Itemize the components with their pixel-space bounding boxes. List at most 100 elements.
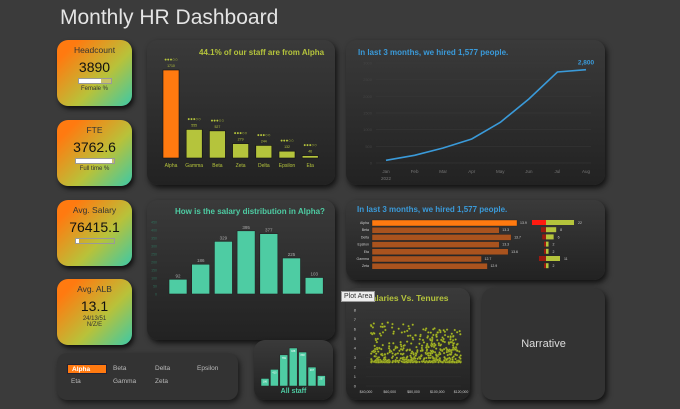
scatter-point	[392, 330, 395, 333]
tenure-bar	[371, 234, 512, 241]
chart-title: Salaries Vs. Tenures	[366, 293, 449, 303]
category-label: Alpha	[360, 221, 369, 225]
scatter-point	[403, 361, 406, 364]
x-tick: Jul	[555, 169, 561, 174]
chart-title: In last 3 months, we hired 1,577 people.	[357, 205, 508, 214]
x-tick: $40,000	[360, 390, 373, 394]
scatter-point	[392, 342, 395, 345]
x-tick: Aug	[582, 169, 591, 174]
scatter-point	[444, 361, 448, 364]
salary-bar	[74, 238, 115, 244]
scatter-point	[388, 361, 391, 364]
scatter-point	[421, 338, 425, 342]
y-tick: 50	[153, 285, 157, 289]
x-tick: Feb	[411, 169, 419, 174]
scatter-point	[395, 356, 399, 360]
slicer-item-alpha[interactable]: Alpha	[67, 364, 107, 374]
scatter-point	[391, 355, 395, 358]
scatter-point	[449, 349, 453, 352]
scatter-point	[388, 345, 391, 348]
scatter-point	[378, 346, 381, 350]
bar-value: 244	[261, 139, 267, 143]
scatter-point	[455, 343, 459, 346]
slicer-item-gamma[interactable]: Gamma	[113, 378, 137, 385]
scatter-point	[449, 338, 452, 341]
tenure-bar	[371, 241, 500, 248]
scatter-point	[380, 353, 383, 356]
scatter-point	[391, 352, 394, 355]
bar-value: 377	[265, 228, 273, 233]
category-label: Zeta	[362, 264, 369, 268]
slicer-item-beta[interactable]: Beta	[113, 365, 127, 372]
category-label: Eta	[364, 250, 369, 254]
slicer-item-zeta[interactable]: Zeta	[155, 378, 169, 385]
scatter-point	[381, 343, 384, 347]
card-value: 76415.1	[69, 219, 120, 235]
scatter-point	[374, 359, 377, 362]
scatter-point	[427, 331, 430, 334]
bar-value: 938	[291, 350, 296, 353]
salary-bar	[236, 230, 256, 295]
bar-value: 527	[214, 125, 220, 129]
card-sub2: N/Z/E	[86, 322, 103, 328]
rating-icon: ●●●○○	[257, 132, 271, 137]
scatter-point	[447, 349, 450, 352]
bar-value: 92	[175, 273, 181, 278]
side-bar-pos	[546, 248, 549, 254]
y-tick: 2000	[363, 94, 373, 99]
salary-dist-panel: How is the salary distribution in Alpha?…	[147, 200, 335, 340]
side-bar-neg	[544, 263, 546, 269]
scatter-point	[418, 338, 421, 341]
scatter-point	[415, 345, 418, 349]
tenure-bar	[371, 219, 518, 227]
scatter-point	[426, 352, 429, 355]
bar-value: 1710	[167, 64, 175, 68]
scatter-point	[455, 361, 458, 364]
tenure-panel: In last 3 months, we hired 1,577 people.…	[346, 200, 605, 280]
scatter-point	[375, 340, 379, 344]
bar-value: 769	[282, 357, 287, 360]
scatter-point	[392, 348, 396, 352]
side-bar-neg	[542, 234, 546, 240]
scatter-point	[373, 347, 377, 351]
y-tick: 150	[151, 269, 157, 273]
bar-zeta	[232, 143, 249, 159]
scatter-point	[383, 353, 387, 356]
side-value: 2	[553, 250, 555, 254]
all-staff-panel[interactable]: 186 410 769 938 838 467 257 All staff	[254, 340, 333, 400]
tenure-bar	[371, 248, 509, 255]
bar-alpha	[162, 69, 180, 159]
scatter-point	[381, 331, 385, 334]
scatter-point	[390, 326, 394, 329]
all-staff-bar	[260, 378, 270, 387]
salary-bar	[191, 263, 211, 295]
scatter-point	[454, 353, 457, 356]
fte-card: FTE 3762.6 Full time %	[57, 120, 132, 186]
scatter-point	[450, 351, 453, 354]
fulltime-bar	[74, 158, 115, 164]
scatter-point	[425, 344, 428, 348]
scatter-point	[373, 344, 376, 347]
scatter-point	[406, 334, 410, 338]
scatter-point	[439, 352, 442, 356]
category-label: Beta	[212, 163, 223, 169]
scatter-point	[441, 336, 444, 339]
scatter-point	[402, 323, 405, 326]
scatter-point	[407, 324, 410, 328]
scatter-point	[370, 324, 373, 328]
side-value: 22	[578, 221, 582, 225]
card-label: Avg. ALB	[77, 284, 112, 294]
scatter-point	[410, 357, 413, 361]
slicer-item-delta[interactable]: Delta	[155, 365, 171, 372]
bar-gamma	[185, 129, 203, 159]
scatter-point	[419, 335, 422, 338]
slicer-item-eta[interactable]: Eta	[71, 378, 81, 385]
scatter-point	[419, 349, 422, 352]
all-staff-bar	[317, 375, 326, 387]
scatter-point	[438, 328, 441, 332]
slicer-item-epsilon[interactable]: Epsilon	[197, 365, 219, 372]
scatter-point	[427, 346, 430, 349]
team-slicer: Alpha Beta Delta Epsilon Eta Gamma Zeta	[57, 353, 238, 400]
all-staff-bar	[307, 366, 317, 387]
